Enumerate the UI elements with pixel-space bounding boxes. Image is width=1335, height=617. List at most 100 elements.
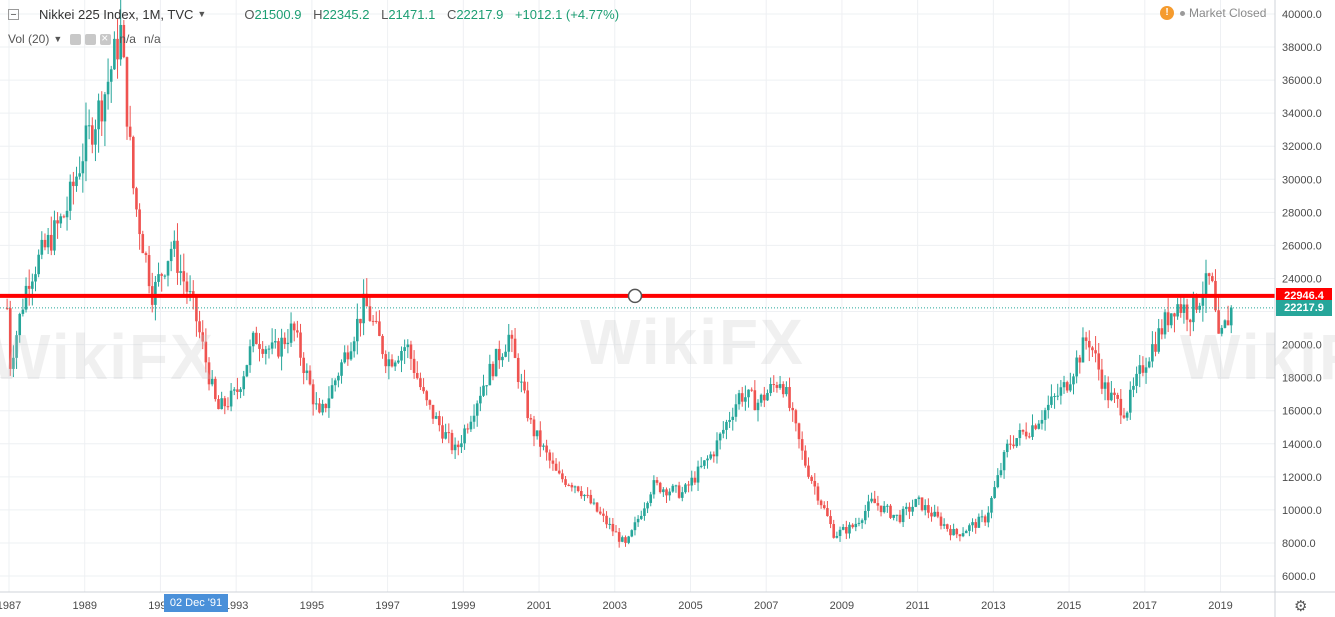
candle-body: [78, 173, 81, 177]
time-tick-label: 2005: [678, 600, 702, 612]
candle-body: [964, 530, 968, 534]
candle-body: [1081, 337, 1085, 363]
candle-body: [324, 403, 328, 409]
candle-body: [788, 387, 791, 408]
high-value: 22345.2: [322, 6, 370, 22]
candle-body: [927, 505, 930, 513]
candle-body: [251, 332, 255, 347]
gear-icon[interactable]: ⚙: [1294, 598, 1308, 615]
candle-body: [504, 351, 507, 357]
candle-body: [444, 432, 447, 439]
price-tick-label: 40000.0: [1282, 9, 1322, 21]
candle-body: [980, 516, 984, 518]
candle-body: [173, 240, 176, 249]
candle-body: [160, 274, 164, 276]
candle-body: [144, 253, 148, 256]
candle-body: [245, 365, 249, 377]
candle-body: [898, 514, 902, 523]
candle-body: [90, 125, 94, 145]
candle-body: [267, 348, 271, 350]
candle-body: [873, 498, 877, 504]
candle-body: [507, 334, 511, 352]
candle-body: [573, 486, 577, 488]
candle-body: [188, 291, 192, 293]
candle-body: [286, 342, 290, 345]
candle-body: [520, 381, 523, 383]
candle-body: [368, 306, 372, 321]
price-tick-label: 12000.0: [1282, 472, 1322, 484]
candle-body: [876, 503, 880, 506]
candle-body: [283, 337, 287, 345]
candle-body: [453, 444, 457, 451]
candle-body: [154, 281, 157, 305]
candle-body: [513, 338, 517, 358]
candle-body: [415, 372, 419, 379]
candle-body: [1192, 294, 1195, 323]
candle-body: [1217, 310, 1220, 334]
candle-body: [687, 484, 690, 486]
candle-body: [671, 485, 675, 492]
candle-body: [526, 390, 529, 419]
time-tick-label: 2003: [603, 600, 627, 612]
candle-body: [990, 497, 993, 513]
candle-body: [1059, 387, 1063, 396]
candle-body: [1053, 396, 1056, 398]
candle-body: [403, 347, 406, 351]
time-tick-label: 2017: [1133, 600, 1157, 612]
candle-body: [1119, 398, 1123, 416]
warning-icon[interactable]: !: [1160, 6, 1174, 20]
candle-body: [867, 501, 870, 511]
candle-body: [337, 375, 340, 381]
candle-body: [441, 425, 444, 439]
candle-body: [1084, 337, 1088, 341]
settings-icon[interactable]: [85, 33, 97, 45]
close-icon[interactable]: [100, 31, 112, 45]
last-price-badge: 22217.9: [1276, 299, 1332, 316]
candle-body: [31, 281, 34, 289]
candle-body: [56, 220, 59, 224]
candle-body: [68, 181, 72, 211]
candle-body: [778, 384, 782, 388]
candle-body: [1198, 305, 1201, 310]
candle-body: [952, 528, 955, 536]
candle-body: [1138, 365, 1142, 374]
candle-body: [46, 234, 50, 248]
candle-body: [400, 350, 403, 361]
candle-body: [113, 38, 116, 70]
candle-body: [352, 341, 356, 352]
candle-body: [198, 321, 201, 333]
candle-body: [983, 516, 987, 523]
market-status[interactable]: ! Market Closed: [1160, 6, 1266, 20]
candle-body: [595, 502, 599, 512]
candle-body: [447, 432, 451, 434]
candle-body: [428, 400, 432, 405]
candle-body: [371, 320, 375, 322]
candle-body: [1195, 294, 1198, 310]
candle-body: [923, 505, 927, 511]
candle-body: [248, 346, 252, 366]
candle-body: [977, 516, 981, 528]
symbol-title[interactable]: Nikkei 225 Index, 1M, TVC: [39, 6, 194, 22]
time-tick-label: 1989: [72, 600, 96, 612]
volume-label[interactable]: Vol (20): [8, 32, 50, 46]
chevron-down-icon[interactable]: ▼: [53, 34, 63, 44]
candle-body: [479, 395, 482, 404]
candle-body: [870, 498, 873, 502]
chevron-down-icon[interactable]: ▼: [197, 9, 207, 19]
candle-body: [1087, 340, 1091, 348]
time-tick-label: 2009: [830, 600, 854, 612]
eye-icon[interactable]: [70, 33, 82, 45]
line-handle[interactable]: [627, 288, 643, 304]
change-value: +1012.1 (+4.77%): [514, 6, 620, 22]
candle-body: [804, 450, 807, 466]
candle-body: [406, 344, 410, 348]
candle-body: [409, 344, 413, 359]
candle-body: [72, 181, 75, 187]
collapse-icon[interactable]: [8, 8, 19, 20]
candle-body: [523, 381, 526, 391]
candle-body: [343, 352, 346, 363]
candle-body: [1040, 419, 1044, 424]
candle-body: [911, 506, 914, 512]
candle-body: [554, 463, 558, 471]
